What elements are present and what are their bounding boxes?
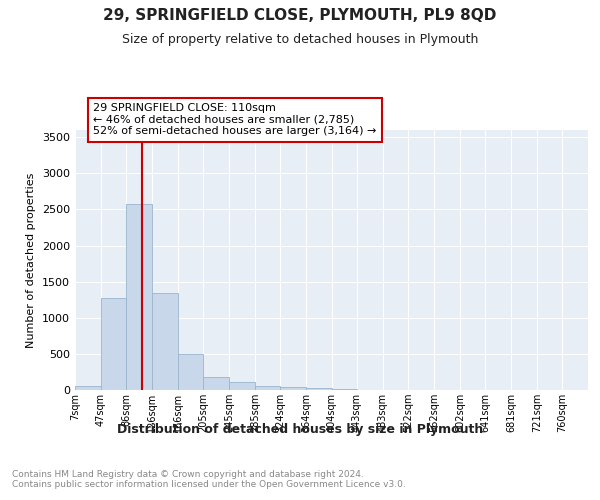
Bar [126, 204, 152, 390]
Bar [332, 388, 357, 390]
Text: 29 SPRINGFIELD CLOSE: 110sqm
← 46% of detached houses are smaller (2,785)
52% of: 29 SPRINGFIELD CLOSE: 110sqm ← 46% of de… [93, 104, 376, 136]
Text: Size of property relative to detached houses in Plymouth: Size of property relative to detached ho… [122, 32, 478, 46]
Text: Contains HM Land Registry data © Crown copyright and database right 2024.
Contai: Contains HM Land Registry data © Crown c… [12, 470, 406, 490]
Bar [101, 298, 126, 390]
Bar [178, 354, 203, 390]
Text: Distribution of detached houses by size in Plymouth: Distribution of detached houses by size … [117, 422, 483, 436]
Bar [152, 293, 178, 390]
Bar [229, 382, 255, 390]
Bar [203, 378, 229, 390]
Y-axis label: Number of detached properties: Number of detached properties [26, 172, 37, 348]
Bar [75, 386, 101, 390]
Bar [280, 388, 306, 390]
Bar [306, 388, 332, 390]
Text: 29, SPRINGFIELD CLOSE, PLYMOUTH, PL9 8QD: 29, SPRINGFIELD CLOSE, PLYMOUTH, PL9 8QD [103, 8, 497, 22]
Bar [255, 386, 280, 390]
